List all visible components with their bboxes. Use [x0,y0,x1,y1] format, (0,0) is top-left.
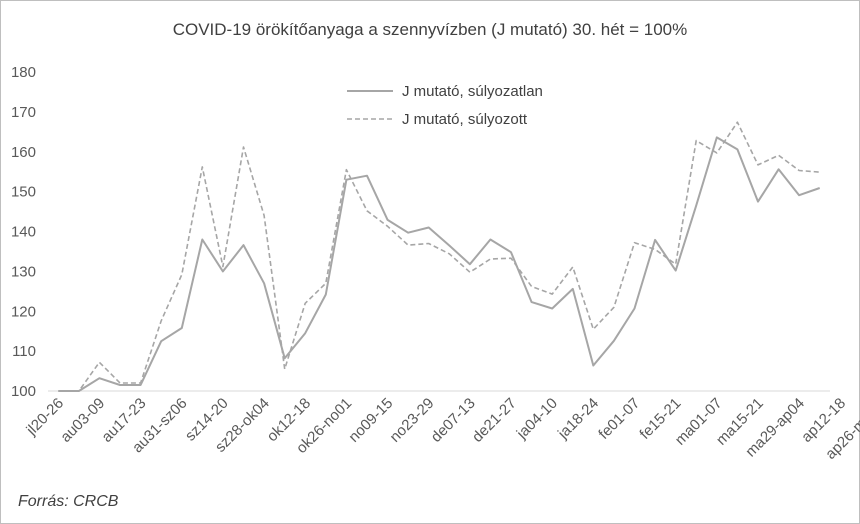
series-lines [58,121,821,392]
legend-label-unweighted: J mutató, súlyozatlan [402,83,543,100]
y-tick-label: 110 [12,343,36,360]
x-tick-label: de21-27 [469,395,520,446]
chart-title: COVID-19 örökítőanyaga a szennyvízben (J… [172,20,688,39]
x-tick-label: no23-29 [387,395,438,446]
y-tick-label: 100 [11,383,36,400]
x-tick-label: ja04-10 [513,395,561,443]
y-tick-label: 130 [11,263,36,280]
y-tick-label: 180 [11,64,36,81]
x-axis: jl20-26au03-09au17-23au31-sz06sz14-20sz2… [23,390,860,463]
y-tick-label: 120 [11,303,36,320]
x-tick-label: fe01-07 [595,395,643,443]
source-note: Forrás: CRCB [18,493,119,510]
y-tick-label: 140 [11,224,36,241]
y-axis: 100 110 120 130 140 150 160 170 180 [11,64,36,400]
x-tick-label: de07-13 [428,395,479,446]
legend-label-weighted: J mutató, súlyozott [402,111,528,128]
x-tick-label: au03-09 [57,395,108,446]
series-line-unweighted [58,136,821,392]
x-tick-label: no09-15 [345,395,396,446]
legend: J mutató, súlyozatlan J mutató, súlyozot… [347,83,543,128]
y-tick-label: 170 [11,104,36,121]
series-line-weighted [58,121,820,392]
x-tick-label: ja18-24 [554,395,602,443]
y-tick-label: 150 [11,184,36,201]
y-tick-label: 160 [11,144,36,161]
